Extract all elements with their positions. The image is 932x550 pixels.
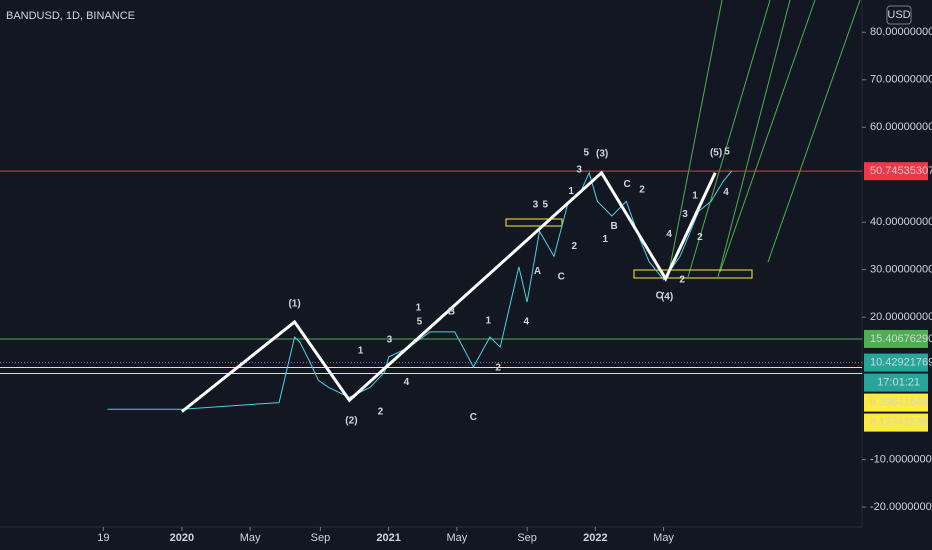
price-label-bg xyxy=(864,162,928,181)
wave-label: 2 xyxy=(495,363,501,374)
series-line xyxy=(180,170,717,413)
wave-label: 5 xyxy=(417,317,423,328)
y-tick-label: -20.00000000 xyxy=(870,501,932,513)
pitchfork-line xyxy=(717,0,791,278)
y-tick-label: 40.00000000 xyxy=(870,216,932,228)
price-label: 15.40676290 xyxy=(870,333,932,345)
wave-label: (4) xyxy=(661,291,673,302)
x-tick-label: Sep xyxy=(311,532,331,544)
series-line xyxy=(107,170,733,410)
price-label: 50.74535307 xyxy=(870,165,932,177)
wave-label: C xyxy=(624,179,631,190)
wave-label: 5 xyxy=(583,148,589,159)
wave-label: 3 xyxy=(533,200,539,211)
pitchfork xyxy=(667,0,861,278)
price-label: 9.39641648 xyxy=(870,396,928,408)
y-tick-label: 30.00000000 xyxy=(870,264,932,276)
wave-label: 4 xyxy=(524,317,530,328)
price-label-bg xyxy=(864,393,928,412)
countdown-bg xyxy=(864,373,928,392)
y-tick-label: 70.00000000 xyxy=(870,74,932,86)
wave-label: 4 xyxy=(666,229,672,240)
wave-label: C xyxy=(656,290,663,301)
wave-label: 2 xyxy=(679,274,685,285)
wave-label: (5) xyxy=(710,148,722,159)
wave-label: 3 xyxy=(682,209,688,220)
wave-label: B xyxy=(611,221,618,232)
price-label: 8.12341536 xyxy=(870,416,928,428)
wave-label: 1 xyxy=(568,186,574,197)
zone-box xyxy=(633,269,753,279)
price-label-bg xyxy=(864,353,928,372)
x-tick-label: 2021 xyxy=(376,532,400,544)
wave-label: C xyxy=(558,271,565,282)
wave-label: 1 xyxy=(602,234,608,245)
wave-label: B xyxy=(448,307,455,318)
x-tick-label: May xyxy=(653,532,674,544)
x-tick-label: May xyxy=(446,532,467,544)
zone-box xyxy=(505,218,563,227)
price-label: 10.42921769 xyxy=(870,356,932,368)
x-tick-label: 2022 xyxy=(583,532,607,544)
pitchfork-line xyxy=(667,0,723,278)
wave-label: 1 xyxy=(692,191,698,202)
countdown-label: 17:01:21 xyxy=(877,376,920,388)
pitchfork-line xyxy=(687,0,771,278)
wave-label: A xyxy=(534,266,541,277)
y-tick-label: -10.00000000 xyxy=(870,453,932,465)
wave-label: 1 xyxy=(416,302,422,313)
price-label-bg xyxy=(864,329,928,348)
x-tick-label: 2020 xyxy=(170,532,194,544)
wave-label: 3 xyxy=(387,335,393,346)
wave-label: C xyxy=(470,412,477,423)
wave-label: 1 xyxy=(358,345,364,356)
wave-label: 4 xyxy=(723,187,729,198)
wave-label: (2) xyxy=(345,415,357,426)
wave-label: (1) xyxy=(288,298,300,309)
wave-label: (3) xyxy=(596,148,608,159)
x-tick-label: May xyxy=(240,532,261,544)
wave-label: 1 xyxy=(485,316,491,327)
currency-label[interactable]: USD xyxy=(887,9,910,21)
wave-label: 2 xyxy=(571,241,577,252)
wave-label: 2 xyxy=(697,232,703,243)
x-tick-label: Sep xyxy=(517,532,537,544)
wave-label: 2 xyxy=(378,406,384,417)
price-label-bg xyxy=(864,413,928,432)
wave-label: 2 xyxy=(639,185,645,196)
symbol-title: BANDUSD, 1D, BINANCE xyxy=(6,10,135,22)
wave-label: 4 xyxy=(404,377,410,388)
wave-label: 5 xyxy=(724,147,730,158)
wave-label: 5 xyxy=(543,200,549,211)
y-tick-label: 20.00000000 xyxy=(870,311,932,323)
pitchfork-line xyxy=(719,0,816,273)
currency-button[interactable] xyxy=(886,5,912,25)
x-tick-label: 19 xyxy=(97,532,109,544)
pitchfork-line xyxy=(767,0,861,263)
wave-label: 3 xyxy=(576,165,582,176)
y-tick-label: 80.00000000 xyxy=(870,26,932,38)
y-tick-label: 60.00000000 xyxy=(870,121,932,133)
